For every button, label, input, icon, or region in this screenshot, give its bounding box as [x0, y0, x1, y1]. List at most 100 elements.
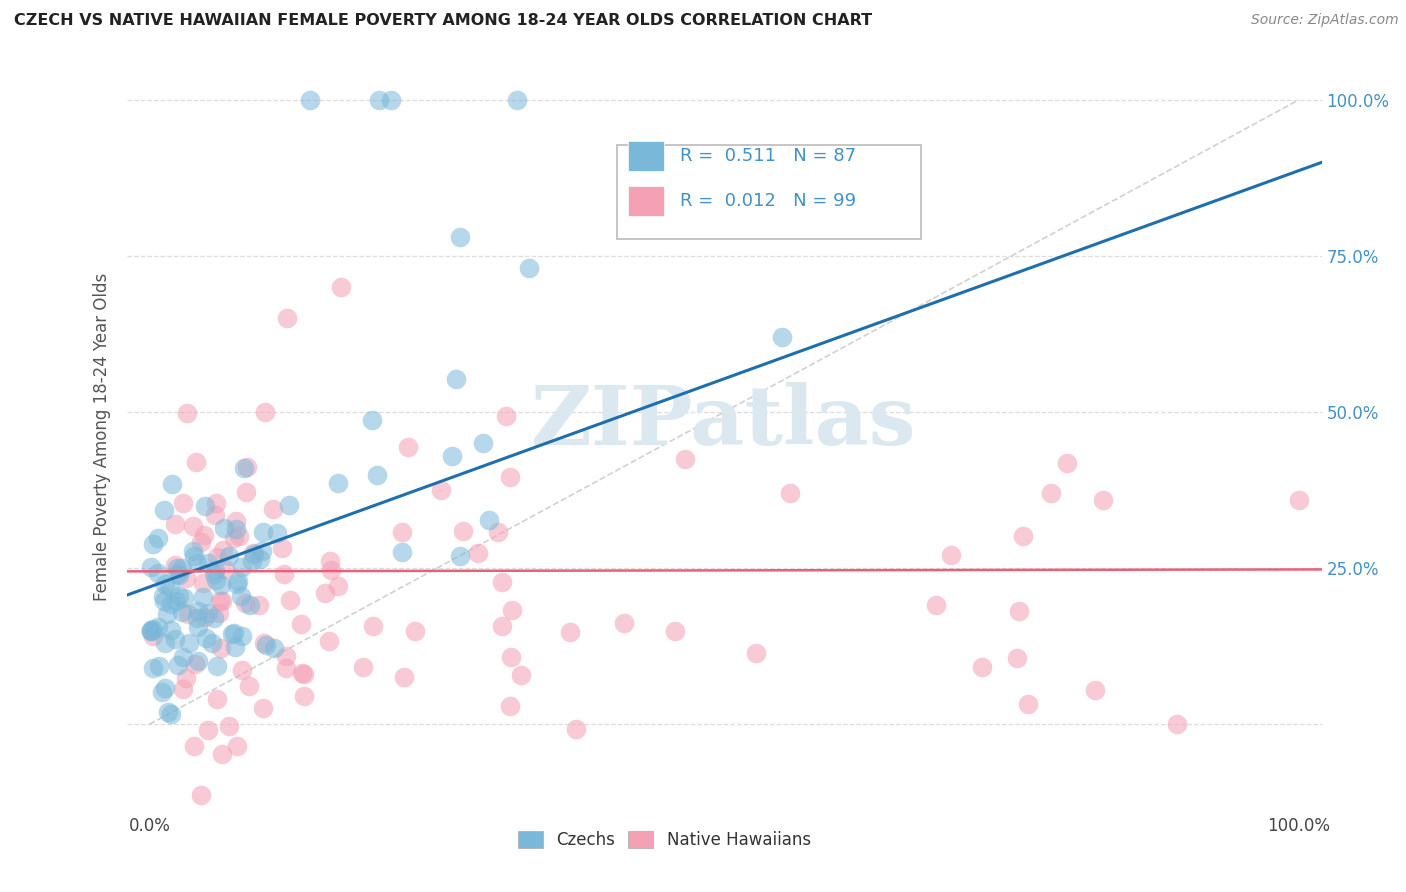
Native Hawaiians — [924, 599, 946, 613]
Native Hawaiians — [1039, 486, 1062, 500]
Native Hawaiians — [491, 619, 513, 633]
Native Hawaiians — [292, 666, 315, 681]
Czechs — [141, 560, 163, 574]
Czechs — [150, 685, 173, 699]
Native Hawaiians — [495, 409, 517, 423]
Czechs — [252, 544, 274, 558]
Native Hawaiians — [329, 280, 352, 294]
Czechs — [156, 706, 179, 720]
Native Hawaiians — [163, 517, 186, 532]
Czechs — [166, 658, 188, 673]
Native Hawaiians — [235, 485, 257, 500]
Czechs — [224, 640, 246, 655]
Czechs — [179, 636, 201, 650]
Czechs — [517, 261, 540, 276]
Native Hawaiians — [491, 574, 513, 589]
Czechs — [202, 611, 225, 625]
Czechs — [172, 560, 194, 574]
Czechs — [478, 513, 501, 527]
Native Hawaiians — [242, 546, 264, 560]
Native Hawaiians — [664, 624, 686, 639]
Czechs — [160, 706, 183, 721]
Czechs — [380, 93, 402, 107]
Native Hawaiians — [218, 718, 240, 732]
Native Hawaiians — [211, 594, 233, 608]
Czechs — [187, 604, 209, 618]
Native Hawaiians — [194, 610, 217, 624]
Native Hawaiians — [253, 636, 276, 650]
Native Hawaiians — [391, 525, 413, 540]
Native Hawaiians — [1056, 456, 1078, 470]
Native Hawaiians — [205, 496, 228, 510]
Czechs — [197, 606, 219, 620]
Native Hawaiians — [291, 666, 314, 681]
Native Hawaiians — [1005, 651, 1028, 665]
Czechs — [232, 460, 254, 475]
Native Hawaiians — [262, 502, 284, 516]
Text: R =  0.511   N = 87: R = 0.511 N = 87 — [681, 147, 856, 165]
Czechs — [153, 681, 176, 696]
Czechs — [172, 605, 194, 619]
Czechs — [209, 578, 232, 592]
Czechs — [153, 577, 176, 591]
Native Hawaiians — [941, 548, 963, 562]
Native Hawaiians — [565, 722, 588, 736]
Czechs — [205, 659, 228, 673]
Native Hawaiians — [430, 483, 453, 497]
FancyBboxPatch shape — [628, 186, 664, 216]
Native Hawaiians — [274, 649, 297, 664]
Native Hawaiians — [396, 440, 419, 454]
Czechs — [152, 589, 174, 603]
Native Hawaiians — [451, 524, 474, 538]
Czechs — [368, 93, 391, 107]
Native Hawaiians — [212, 542, 235, 557]
Native Hawaiians — [1084, 682, 1107, 697]
Native Hawaiians — [253, 405, 276, 419]
Czechs — [472, 435, 495, 450]
Czechs — [266, 525, 288, 540]
Czechs — [252, 524, 274, 539]
Native Hawaiians — [207, 691, 229, 706]
Czechs — [166, 560, 188, 574]
Czechs — [249, 551, 271, 566]
Native Hawaiians — [318, 634, 340, 648]
FancyBboxPatch shape — [628, 141, 664, 171]
Native Hawaiians — [204, 508, 226, 523]
Czechs — [167, 568, 190, 582]
Czechs — [263, 641, 285, 656]
Czechs — [226, 577, 249, 591]
Czechs — [186, 556, 208, 570]
Czechs — [181, 544, 204, 558]
Native Hawaiians — [499, 699, 522, 714]
Czechs — [183, 549, 205, 563]
Native Hawaiians — [392, 670, 415, 684]
Native Hawaiians — [165, 558, 187, 572]
Czechs — [278, 498, 301, 512]
Native Hawaiians — [222, 531, 245, 545]
Czechs — [166, 566, 188, 581]
Czechs — [142, 537, 165, 551]
Native Hawaiians — [252, 701, 274, 715]
Native Hawaiians — [352, 660, 374, 674]
Native Hawaiians — [404, 624, 426, 638]
Native Hawaiians — [214, 561, 236, 575]
Native Hawaiians — [278, 592, 301, 607]
Native Hawaiians — [211, 747, 233, 762]
Native Hawaiians — [172, 496, 194, 510]
Native Hawaiians — [193, 576, 215, 591]
Native Hawaiians — [172, 681, 194, 696]
Native Hawaiians — [361, 618, 384, 632]
Czechs — [160, 476, 183, 491]
Czechs — [141, 623, 163, 637]
Native Hawaiians — [273, 566, 295, 581]
Czechs — [153, 636, 176, 650]
Native Hawaiians — [193, 527, 215, 541]
Czechs — [197, 557, 219, 571]
Czechs — [202, 566, 225, 581]
Czechs — [242, 547, 264, 561]
Czechs — [153, 503, 176, 517]
Native Hawaiians — [486, 524, 509, 539]
Native Hawaiians — [467, 546, 489, 560]
Czechs — [226, 574, 249, 588]
Native Hawaiians — [499, 650, 522, 665]
